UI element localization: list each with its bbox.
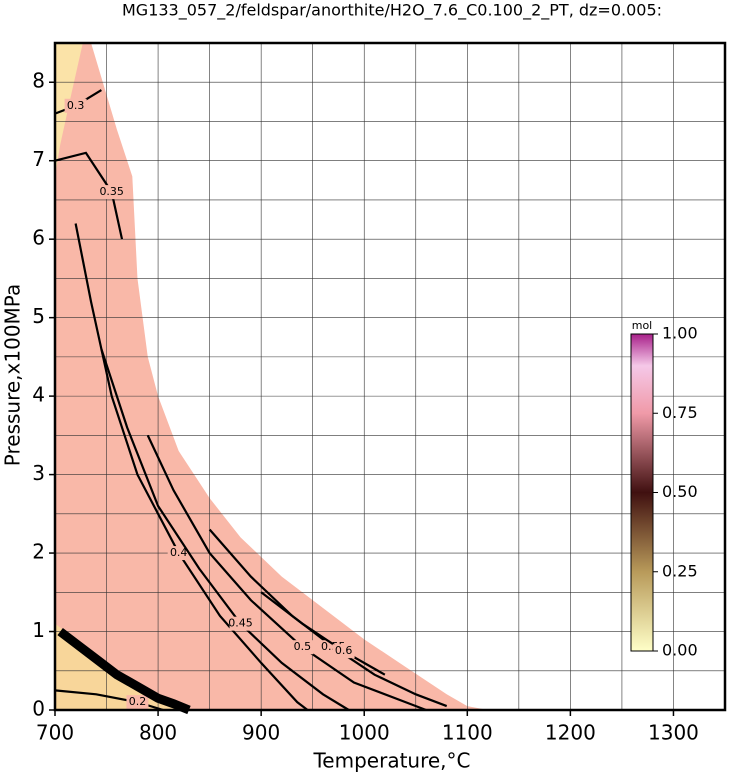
x-tick-label: 900 — [242, 721, 280, 745]
colorbar-tick-label: 0.50 — [662, 482, 698, 501]
x-tick-label: 1000 — [339, 721, 390, 745]
contour-line — [54, 151, 124, 240]
plot-frame — [53, 41, 727, 712]
stability-field — [55, 43, 488, 710]
y-tick-label: 2 — [32, 540, 45, 564]
x-axis-label: Temperature,°C — [312, 749, 470, 773]
y-tick-label: 3 — [32, 461, 45, 485]
y-tick-label: 7 — [32, 147, 45, 171]
x-tick-label: 800 — [139, 721, 177, 745]
y-tick-label: 5 — [32, 304, 45, 328]
contour-label-bg — [291, 640, 314, 655]
contour-line — [100, 348, 350, 711]
contour-label-bg — [100, 185, 123, 200]
contour-label-bg — [332, 644, 355, 659]
y-tick-label: 6 — [32, 226, 45, 250]
contour-label-bg — [167, 546, 190, 561]
x-tick-label: 1100 — [442, 721, 493, 745]
colorbar-tick-label: 0.75 — [662, 403, 698, 422]
x-tick-label: 700 — [36, 721, 74, 745]
y-tick-label: 1 — [32, 618, 45, 642]
stability-field — [55, 43, 83, 177]
colorbar-tick-label: 1.00 — [662, 324, 698, 343]
contour-label: 0.2 — [129, 695, 147, 708]
contour-label-bg — [229, 616, 252, 631]
contour-label: 0.4 — [170, 546, 188, 559]
x-tick-label: 1200 — [545, 721, 596, 745]
y-tick-label: 0 — [32, 697, 45, 721]
contour-label: 0.45 — [228, 617, 253, 630]
colorbar — [630, 333, 654, 652]
colorbar-tick-label: 0.00 — [662, 641, 698, 660]
contour-line — [260, 591, 386, 676]
x-tick-label: 1300 — [648, 721, 699, 745]
contour-label-bg — [126, 695, 149, 710]
contour-label: 0.5 — [294, 640, 312, 653]
contour-label: 0.6 — [335, 644, 353, 657]
phase-boundary — [57, 627, 191, 715]
chart-title: MG133_057_2/feldspar/anorthite/H2O_7.6_C… — [122, 1, 662, 21]
contour-label-bg — [64, 98, 87, 113]
stability-field — [55, 623, 189, 710]
contour-line — [146, 434, 427, 712]
y-axis-label: Pressure,x100MPa — [1, 284, 25, 466]
colorbar-title: mol — [632, 319, 653, 332]
y-tick-label: 4 — [32, 383, 45, 407]
contour-line — [54, 689, 164, 712]
contour-label: 0.35 — [99, 185, 124, 198]
colorbar-tick-label: 0.25 — [662, 561, 698, 580]
contour-label: 0.3 — [67, 99, 85, 112]
y-tick-label: 8 — [32, 69, 45, 93]
